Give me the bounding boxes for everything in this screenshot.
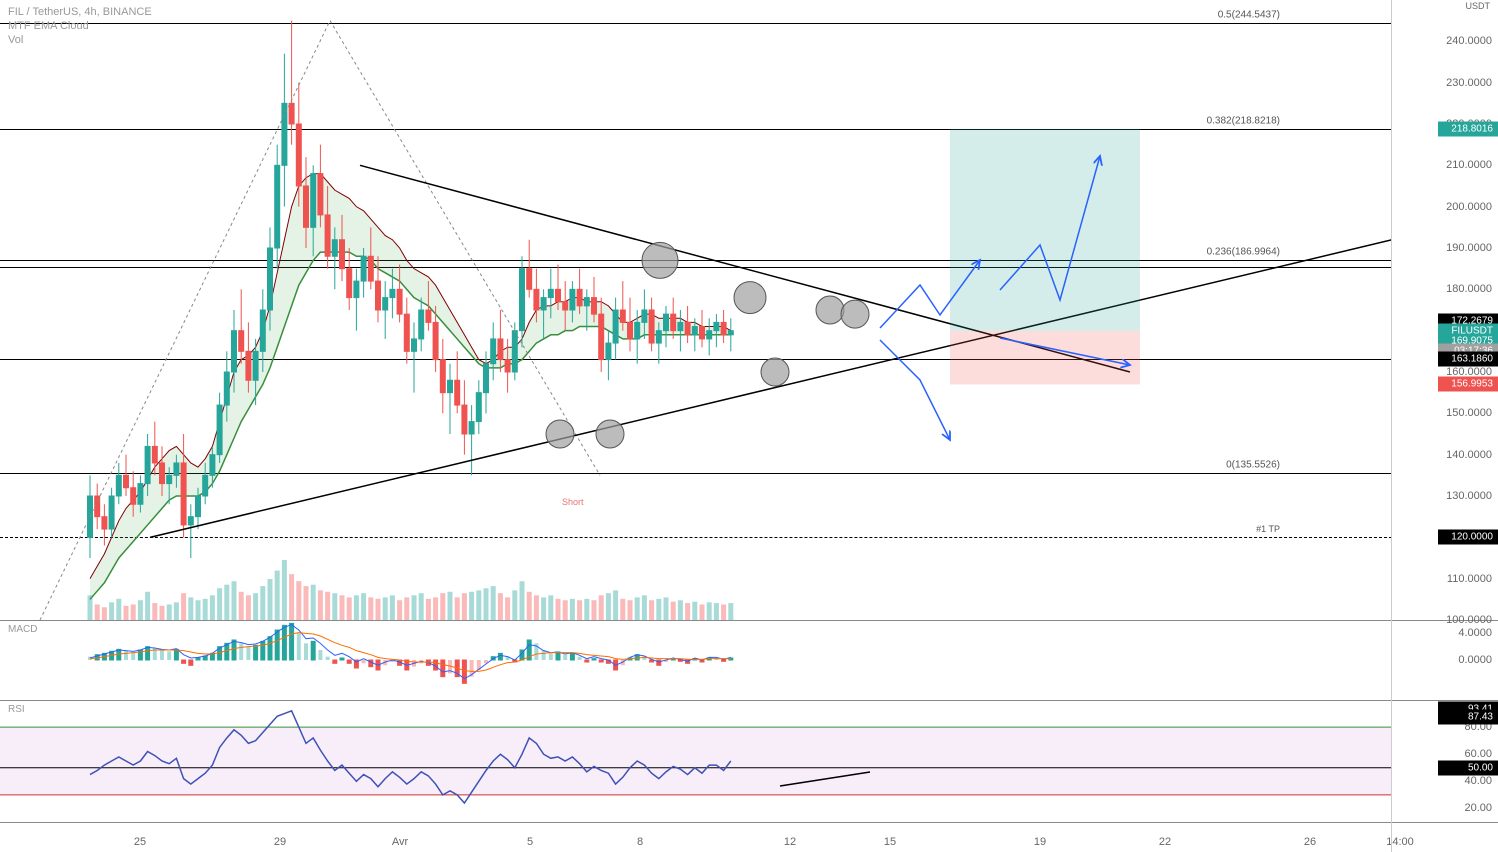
indicator-label-ema: MTF EMA Cloud <box>8 20 89 32</box>
time-axis-divider <box>0 822 1498 823</box>
fib-label: 0(135.5526) <box>1226 460 1280 471</box>
macd-tick: 0.0000 <box>1458 654 1492 666</box>
rsi-tag: 87.43 <box>1438 710 1498 725</box>
price-tick: 130.0000 <box>1446 490 1492 502</box>
time-label: 19 <box>1034 836 1046 848</box>
fib-label: 0.5(244.5437) <box>1218 9 1280 20</box>
short-target-box[interactable] <box>950 331 1140 385</box>
rsi-panel[interactable] <box>0 700 1392 822</box>
rsi-tick: 60.00 <box>1464 748 1492 760</box>
price-tick: 150.0000 <box>1446 407 1492 419</box>
time-label: 26 <box>1304 836 1316 848</box>
short-label: Short <box>562 497 584 507</box>
macd-label: MACD <box>8 624 37 635</box>
rsi-tick: 40.00 <box>1464 775 1492 787</box>
indicator-label-vol: Vol <box>8 34 23 46</box>
price-tag: 156.9953 <box>1438 377 1498 392</box>
touch-point[interactable] <box>841 300 869 328</box>
rsi-tick: 20.00 <box>1464 802 1492 814</box>
price-tick: 110.0000 <box>1447 573 1492 585</box>
price-tick: 210.0000 <box>1446 159 1492 171</box>
price-tick: 190.0000 <box>1446 242 1492 254</box>
time-label: 12 <box>784 836 796 848</box>
price-tick: 200.0000 <box>1446 201 1492 213</box>
price-chart[interactable] <box>0 0 1392 620</box>
touch-point[interactable] <box>642 242 678 278</box>
macd-tick: 4.0000 <box>1458 627 1492 639</box>
price-tick: 100.0000 <box>1446 614 1492 626</box>
touch-point[interactable] <box>761 358 789 386</box>
price-tick: 240.0000 <box>1446 35 1492 47</box>
trend-line[interactable] <box>150 240 1392 538</box>
symbol-title: FIL / TetherUS, 4h, BINANCE <box>8 6 152 18</box>
rsi-label: RSI <box>8 704 25 715</box>
price-tag: 218.8016 <box>1438 121 1498 136</box>
fib-label: 0.236(186.9964) <box>1207 247 1280 258</box>
time-label: 15 <box>884 836 896 848</box>
time-label: 5 <box>527 836 533 848</box>
main-chart-area[interactable]: FIL / TetherUS, 4h, BINANCE MTF EMA Clou… <box>0 0 1392 852</box>
time-label: 22 <box>1159 836 1171 848</box>
price-tick: 180.0000 <box>1446 283 1492 295</box>
quote-currency: USDT <box>1466 1 1491 11</box>
touch-point[interactable] <box>596 420 624 448</box>
price-tick: 230.0000 <box>1446 77 1492 89</box>
price-tag: 163.1860 <box>1438 351 1498 366</box>
rsi-tag: 50.00 <box>1438 760 1498 775</box>
macd-panel[interactable] <box>0 620 1392 700</box>
time-label: 8 <box>637 836 643 848</box>
price-axis[interactable]: USDT 100.0000 110.0000 120.0000 130.0000 140… <box>1391 0 1498 852</box>
time-label: 29 <box>274 836 286 848</box>
fib-label: 0.382(218.8218) <box>1207 115 1280 126</box>
touch-point[interactable] <box>546 420 574 448</box>
touch-point[interactable] <box>816 296 844 324</box>
price-tick: 140.0000 <box>1446 449 1492 461</box>
price-tag: 120.0000 <box>1438 530 1498 545</box>
time-label: 25 <box>134 836 146 848</box>
projection-arrow[interactable] <box>880 340 950 440</box>
long-target-box[interactable] <box>950 129 1140 331</box>
tp-label: #1 TP <box>1256 524 1280 534</box>
touch-point[interactable] <box>734 282 766 314</box>
time-label: Avr <box>392 836 408 848</box>
